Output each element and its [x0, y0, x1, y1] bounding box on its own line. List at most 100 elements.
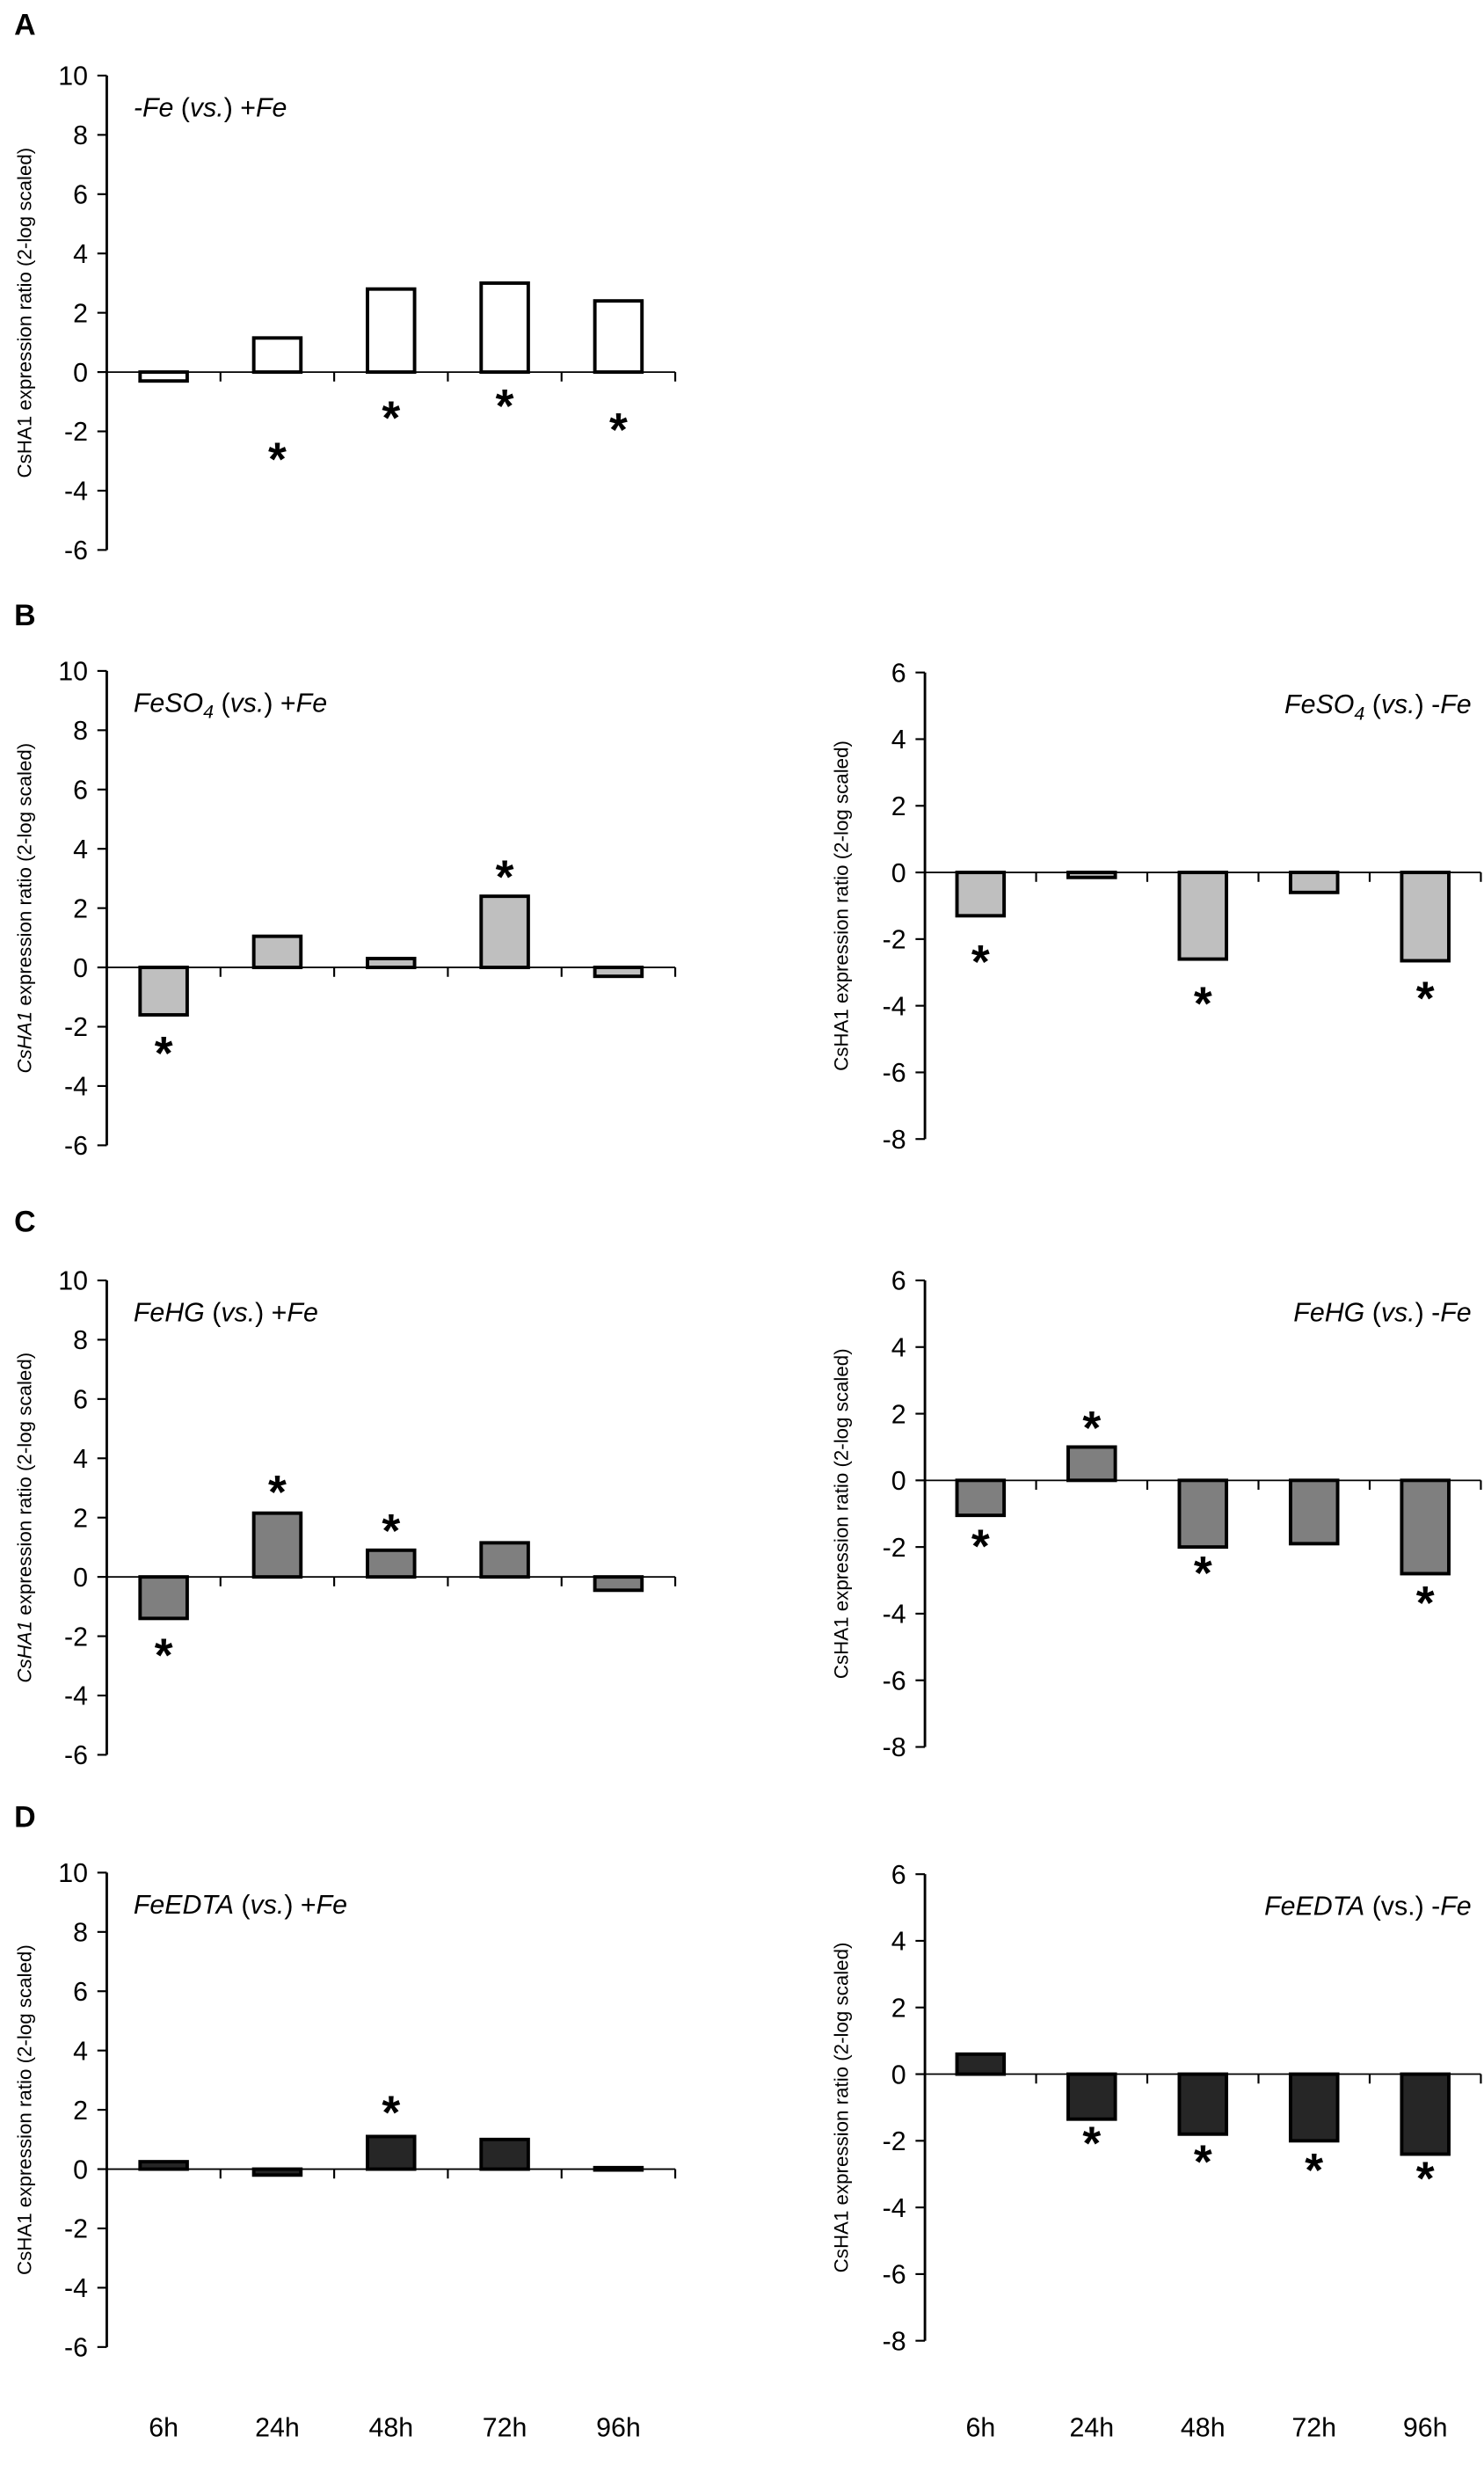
title-segment: -Fe — [134, 93, 174, 122]
y-tick-label: 0 — [891, 859, 906, 888]
title-segment: ( — [214, 689, 230, 718]
y-tick-label: -6 — [64, 1132, 88, 1161]
bar-6h — [138, 370, 189, 383]
title-segment: ) + — [264, 689, 295, 718]
y-tick-label: 2 — [73, 1504, 88, 1533]
y-label-segment: CsHA1 — [14, 1621, 36, 1683]
y-label-segment: expression ratio (2-log scaled) — [14, 1353, 36, 1621]
title-segment: Fe — [256, 93, 287, 122]
y-label-segment: CsHA1 expression ratio (2-log scaled) — [14, 1944, 36, 2275]
y-tick-label: -4 — [883, 992, 906, 1021]
chart-panel-7: 6 4 2 0 -2 -4 -6 -8 * * * * FeEDTA (vs.) -Fe CsHA1 ex… — [831, 1861, 1482, 2443]
title-segment: Fe — [1440, 690, 1471, 719]
panel-title: -Fe (vs.) +Fe — [134, 93, 287, 122]
significance-star: * — [1416, 2152, 1435, 2205]
panel-title: FeHG (vs.) +Fe — [134, 1298, 318, 1327]
x-tick-label: 24h — [255, 2414, 300, 2443]
bar-96h — [593, 299, 644, 375]
bar-24h — [1066, 1445, 1117, 1483]
title-segment: Fe — [1440, 1298, 1471, 1327]
y-tick-label: -8 — [883, 1126, 906, 1155]
y-tick-label: -4 — [64, 2274, 88, 2303]
title-segment: vs. — [230, 689, 265, 718]
panel-title: FeEDTA (vs.) +Fe — [134, 1891, 347, 1920]
panel-letter: B — [14, 599, 35, 632]
y-axis-label: CsHA1 expression ratio (2-log scaled) — [831, 1348, 853, 1679]
significance-star: * — [496, 850, 514, 903]
y-tick-label: -2 — [883, 926, 906, 955]
x-tick-label: 96h — [596, 2414, 641, 2443]
panel-title: FeEDTA (vs.) -Fe — [1264, 1893, 1472, 1922]
y-tick-label: 6 — [73, 1386, 88, 1415]
y-tick-label: -2 — [64, 1623, 88, 1652]
panel-title: FeSO4 (vs.) +Fe — [134, 689, 327, 722]
significance-star: * — [268, 1466, 287, 1519]
bar-24h — [251, 1511, 303, 1579]
title-segment: ) - — [1415, 1298, 1441, 1327]
panel-title: FeHG (vs.) -Fe — [1293, 1298, 1471, 1327]
y-tick-label: -4 — [883, 2194, 906, 2223]
title-segment: ( — [1364, 690, 1381, 719]
y-tick-label: -4 — [64, 1682, 88, 1711]
y-tick-label: 4 — [73, 2037, 88, 2066]
significance-star: * — [971, 936, 990, 988]
bar-24h — [251, 336, 303, 375]
x-tick-label: 6h — [965, 2414, 995, 2443]
y-tick-label: 6 — [891, 1267, 906, 1296]
y-label-segment: CsHA1 expression ratio (2-log scaled) — [831, 740, 853, 1071]
bar-72h — [479, 1541, 530, 1579]
y-tick-label: -2 — [64, 1013, 88, 1042]
y-tick-label: 10 — [58, 658, 88, 687]
y-tick-label: 2 — [73, 299, 88, 328]
x-tick-label: 72h — [483, 2414, 527, 2443]
bar-96h — [1400, 871, 1451, 963]
bar-72h — [1288, 2072, 1340, 2143]
y-tick-label: 0 — [73, 2155, 88, 2184]
y-axis-label: CsHA1 expression ratio (2-log scaled) — [14, 1944, 36, 2275]
bar-96h — [593, 1575, 644, 1593]
y-tick-label: -4 — [64, 1073, 88, 1102]
y-axis-label: CsHA1 expression ratio (2-log scaled) — [14, 1353, 36, 1683]
y-tick-label: 4 — [73, 1445, 88, 1474]
title-segment: ) + — [284, 1891, 316, 1920]
y-tick-label: -4 — [883, 1601, 906, 1630]
title-segment: ( — [234, 1891, 251, 1920]
title-segment: ( — [1364, 1298, 1381, 1327]
significance-star: * — [1194, 1547, 1212, 1600]
significance-star: * — [1416, 973, 1435, 1025]
significance-star: * — [1082, 1402, 1101, 1455]
bar-72h — [479, 281, 530, 375]
y-tick-label: -6 — [64, 2334, 88, 2363]
y-tick-label: -4 — [64, 478, 88, 507]
y-tick-label: 4 — [73, 240, 88, 269]
panel-letter: A — [14, 8, 35, 41]
title-segment: vs. — [1381, 1298, 1415, 1327]
x-tick-label: 24h — [1069, 2414, 1114, 2443]
title-segment: ) + — [224, 93, 256, 122]
title-segment: 4 — [203, 702, 214, 723]
bar-48h — [366, 1548, 417, 1579]
bar-6h — [955, 871, 1007, 918]
title-segment: vs. — [1381, 690, 1415, 719]
chart-panel-1: A 10 8 6 4 2 0 -2 -4 -6 * * * * -Fe (vs.) +Fe CsHA1 exp… — [14, 8, 677, 565]
y-tick-label: 6 — [73, 181, 88, 210]
bar-24h — [251, 934, 303, 970]
significance-star: * — [268, 434, 287, 486]
y-tick-label: -6 — [883, 1666, 906, 1696]
y-tick-label: 8 — [73, 1919, 88, 1948]
panel-letter: D — [14, 1801, 35, 1834]
y-axis-label: CsHA1 expression ratio (2-log scaled) — [831, 740, 853, 1071]
y-tick-label: -8 — [883, 1733, 906, 1762]
y-tick-label: -6 — [64, 536, 88, 565]
y-axis-label: CsHA1 expression ratio (2-log scaled) — [831, 1943, 853, 2273]
bar-6h — [955, 2052, 1007, 2076]
y-tick-label: 4 — [891, 726, 906, 755]
bar-48h — [366, 287, 417, 375]
title-segment: Fe — [296, 689, 327, 718]
y-axis-label: CsHA1 expression ratio (2-log scaled) — [14, 743, 36, 1074]
y-tick-label: 0 — [891, 1467, 906, 1496]
bar-72h — [479, 2137, 530, 2171]
y-label-segment: expression ratio (2-log scaled) — [14, 743, 36, 1011]
title-segment: vs. — [221, 1298, 255, 1327]
bar-48h — [1177, 871, 1229, 961]
